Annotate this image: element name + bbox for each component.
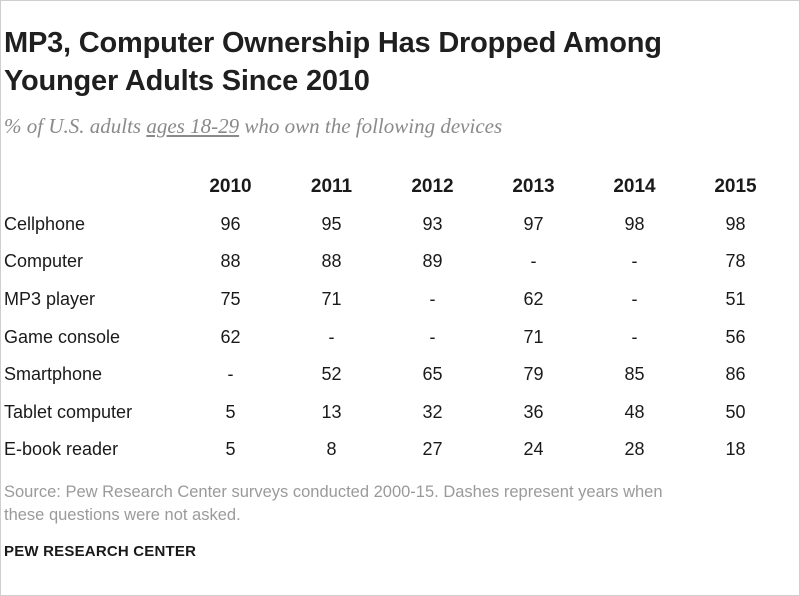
chart-title: MP3, Computer Ownership Has Dropped Amon… bbox=[4, 27, 662, 97]
table-row: E-book reader 5 8 27 24 28 18 bbox=[0, 431, 786, 469]
table-row: Game console 62 - - 71 - 56 bbox=[0, 318, 786, 356]
table-cell: 98 bbox=[725, 213, 746, 234]
table-row: Computer 88 88 89 - - 78 bbox=[0, 243, 786, 281]
table-cell: 28 bbox=[624, 439, 645, 460]
table-row: Cellphone 96 95 93 97 98 98 bbox=[0, 206, 786, 244]
table-cell: 24 bbox=[523, 439, 544, 460]
table-cell: 89 bbox=[422, 251, 443, 272]
table-cell: 96 bbox=[220, 213, 241, 234]
table-cell: - bbox=[429, 289, 436, 310]
device-ownership-table: 2010 2011 2012 2013 2014 2015 Cellphone … bbox=[0, 168, 786, 469]
brand-label: PEW RESEARCH CENTER bbox=[4, 543, 197, 560]
column-header: 2014 bbox=[613, 175, 656, 197]
source-note: Source: Pew Research Center surveys cond… bbox=[4, 483, 663, 524]
table-cell: 71 bbox=[321, 289, 342, 310]
subtitle-suffix: who own the following devices bbox=[239, 114, 503, 138]
table-cell: 13 bbox=[321, 401, 342, 422]
row-label: Tablet computer bbox=[4, 401, 133, 422]
table-cell: 98 bbox=[624, 213, 645, 234]
column-header: 2011 bbox=[310, 175, 353, 197]
table-cell: 97 bbox=[523, 213, 544, 234]
table-cell: 36 bbox=[523, 401, 544, 422]
table-row: Tablet computer 5 13 32 36 48 50 bbox=[0, 394, 786, 432]
table-cell: 8 bbox=[326, 439, 337, 460]
table-cell: - bbox=[530, 251, 537, 272]
table-cell: 65 bbox=[422, 364, 443, 385]
table-cell: - bbox=[631, 289, 638, 310]
table-cell: 88 bbox=[220, 251, 241, 272]
table-cell: 5 bbox=[225, 401, 236, 422]
column-header: 2015 bbox=[714, 175, 757, 197]
subtitle-prefix: % of U.S. adults bbox=[4, 114, 147, 138]
table-cell: 79 bbox=[523, 364, 544, 385]
table-cell: - bbox=[631, 326, 638, 347]
table-cell: 5 bbox=[225, 439, 236, 460]
table-cell: 51 bbox=[725, 289, 746, 310]
row-label: Game console bbox=[4, 326, 121, 347]
subtitle-age-range: ages 18-29 bbox=[146, 114, 240, 138]
table-cell: - bbox=[328, 326, 335, 347]
table-cell: 18 bbox=[725, 439, 746, 460]
table-cell: 56 bbox=[725, 326, 746, 347]
table-cell: - bbox=[631, 251, 638, 272]
table-cell: - bbox=[227, 364, 234, 385]
table-cell: 50 bbox=[725, 401, 746, 422]
table-cell: 88 bbox=[321, 251, 342, 272]
table-cell: 93 bbox=[422, 213, 443, 234]
column-header: 2013 bbox=[512, 175, 555, 197]
chart-subtitle: % of U.S. adults ages 18-29 who own the … bbox=[4, 114, 502, 139]
table-cell: 95 bbox=[321, 213, 342, 234]
table-cell: 75 bbox=[220, 289, 241, 310]
column-header: 2012 bbox=[411, 175, 454, 197]
column-header: 2010 bbox=[209, 175, 252, 197]
table-cell: - bbox=[429, 326, 436, 347]
table-cell: 71 bbox=[523, 326, 544, 347]
row-label: Cellphone bbox=[4, 213, 86, 234]
table-cell: 86 bbox=[725, 364, 746, 385]
table-cell: 48 bbox=[624, 401, 645, 422]
table-cell: 78 bbox=[725, 251, 746, 272]
table-cell: 62 bbox=[523, 289, 544, 310]
table-cell: 52 bbox=[321, 364, 342, 385]
table-row: MP3 player 75 71 - 62 - 51 bbox=[0, 281, 786, 319]
table-cell: 62 bbox=[220, 326, 241, 347]
table-cell: 85 bbox=[624, 364, 645, 385]
row-label: Computer bbox=[4, 251, 84, 272]
table-row: Smartphone - 52 65 79 85 86 bbox=[0, 356, 786, 394]
table-header-row: 2010 2011 2012 2013 2014 2015 bbox=[0, 168, 786, 206]
row-label: E-book reader bbox=[4, 439, 119, 460]
header-corner bbox=[0, 168, 180, 206]
table-cell: 32 bbox=[422, 401, 443, 422]
row-label: MP3 player bbox=[4, 289, 96, 310]
row-label: Smartphone bbox=[4, 364, 103, 385]
table-cell: 27 bbox=[422, 439, 443, 460]
